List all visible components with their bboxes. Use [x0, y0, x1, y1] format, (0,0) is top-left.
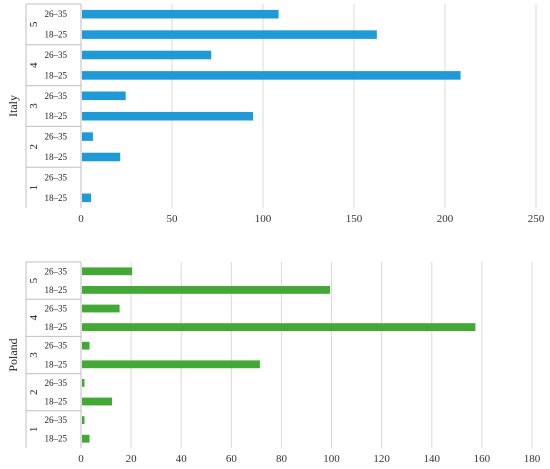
- italy-bar-group5-18–25: [82, 30, 377, 39]
- poland-x-tick-label: 180: [524, 453, 541, 465]
- italy-category-label: 18–25: [45, 30, 68, 40]
- poland-x-tick-label: 100: [323, 453, 340, 465]
- italy-category-label: 18–25: [45, 70, 68, 80]
- poland-bar-group1-26–35: [82, 416, 85, 425]
- poland-bar-group4-18–25: [82, 323, 476, 332]
- poland-category-label: 26–35: [45, 415, 68, 425]
- italy-category-label: 26–35: [45, 50, 68, 60]
- poland-category-label: 26–35: [45, 378, 68, 388]
- poland-category-label: 26–35: [45, 341, 68, 351]
- poland-bar-group4-26–35: [82, 304, 120, 313]
- poland-group-label: 5: [28, 277, 40, 283]
- italy-bar-group5-26–35: [82, 9, 279, 19]
- poland-x-tick-label: 160: [474, 453, 491, 465]
- poland-panel-label: Poland: [6, 338, 20, 371]
- italy-x-tick-label: 100: [255, 213, 272, 225]
- poland-group-label: 3: [28, 352, 40, 358]
- poland-category-label: 18–25: [45, 434, 68, 444]
- poland-x-tick-label: 80: [276, 453, 288, 465]
- poland-group-label: 1: [28, 427, 40, 433]
- italy-category-label: 18–25: [45, 152, 68, 162]
- poland-bar-group3-18–25: [82, 360, 260, 369]
- italy-category-label: 18–25: [45, 111, 68, 121]
- italy-category-label: 26–35: [45, 172, 68, 182]
- italy-group-label: 3: [28, 103, 40, 109]
- poland-bar-group2-18–25: [82, 397, 113, 406]
- poland-category-label: 18–25: [45, 359, 68, 369]
- poland-bar-group3-26–35: [82, 341, 90, 350]
- poland-category-label: 26–35: [45, 304, 68, 314]
- poland-category-label: 18–25: [45, 285, 68, 295]
- poland-bar-group1-18–25: [82, 434, 90, 443]
- italy-category-label: 26–35: [45, 9, 68, 19]
- poland-bar-group5-26–35: [82, 267, 133, 276]
- italy-x-tick-label: 250: [528, 213, 545, 225]
- poland-category-label: 26–35: [45, 266, 68, 276]
- poland-group-label: 2: [28, 389, 40, 395]
- italy-group-label: 4: [28, 62, 40, 68]
- italy-bar-group2-26–35: [82, 132, 93, 141]
- poland-category-label: 18–25: [45, 322, 68, 332]
- italy-bar-group1-18–25: [82, 193, 92, 203]
- poland-group-label: 4: [28, 315, 40, 321]
- italy-bar-group4-26–35: [82, 50, 212, 60]
- poland-x-tick-label: 40: [176, 453, 188, 465]
- poland-x-tick-label: 20: [126, 453, 138, 465]
- italy-x-tick-label: 50: [167, 213, 179, 225]
- italy-bar-group3-26–35: [82, 91, 126, 101]
- italy-x-tick-label: 0: [78, 213, 84, 225]
- italy-panel-label: Italy: [6, 95, 20, 117]
- poland-x-tick-label: 120: [373, 453, 390, 465]
- italy-group-label: 5: [28, 21, 40, 27]
- italy-bar-group2-18–25: [82, 152, 121, 162]
- poland-x-tick-label: 0: [78, 453, 84, 465]
- italy-bar-group3-18–25: [82, 111, 254, 121]
- poland-x-tick-label: 60: [226, 453, 238, 465]
- poland-bar-group2-26–35: [82, 378, 85, 387]
- italy-category-label: 26–35: [45, 91, 68, 101]
- italy-x-tick-label: 200: [437, 213, 454, 225]
- italy-group-label: 2: [28, 144, 40, 150]
- italy-bar-group4-18–25: [82, 71, 461, 80]
- italy-category-label: 26–35: [45, 132, 68, 142]
- poland-bar-group5-18–25: [82, 285, 331, 294]
- italy-x-tick-label: 150: [346, 213, 363, 225]
- poland-x-tick-label: 140: [424, 453, 441, 465]
- italy-category-label: 18–25: [45, 193, 68, 203]
- poland-category-label: 18–25: [45, 397, 68, 407]
- italy-group-label: 1: [28, 185, 40, 191]
